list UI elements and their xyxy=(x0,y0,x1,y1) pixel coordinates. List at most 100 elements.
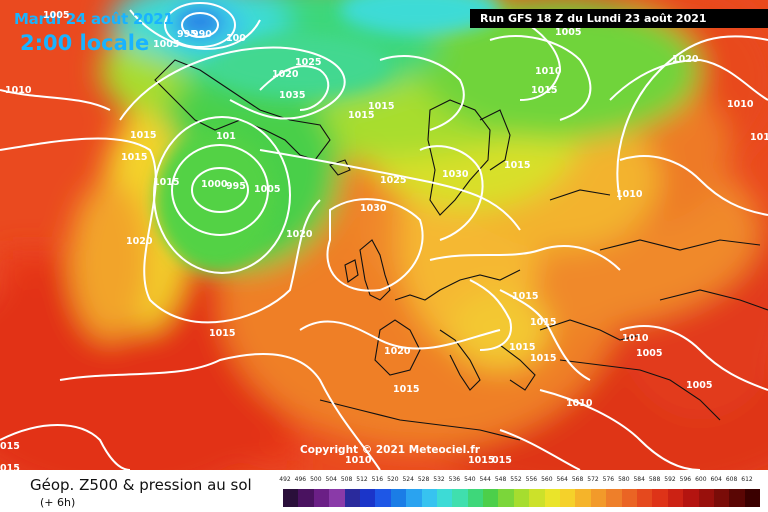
legend-tick: 544 xyxy=(479,476,491,483)
isobar-label: 1015 xyxy=(209,328,236,339)
isobars xyxy=(0,2,768,470)
legend-tick: 520 xyxy=(387,476,399,483)
isobar-label: 1015 xyxy=(512,291,539,302)
isobar-label: 1010 xyxy=(622,333,649,344)
legend-tick: 572 xyxy=(587,476,599,483)
legend-swatch xyxy=(390,489,407,507)
legend-swatch xyxy=(421,489,437,507)
isobar-label: 1015 xyxy=(368,101,395,112)
legend-tick: 612 xyxy=(741,476,753,483)
isobar-label: 1015 xyxy=(121,152,148,163)
isobar-label: 1010 xyxy=(345,455,372,466)
isobar-label: 995 xyxy=(177,29,197,40)
legend-tick: 584 xyxy=(633,476,645,483)
forecast-hour: 2:00 locale xyxy=(20,31,150,55)
isobar-label: 1005 xyxy=(555,27,582,38)
legend-tick: 556 xyxy=(525,476,538,483)
legend-tick: 508 xyxy=(340,476,353,483)
legend-tick: 604 xyxy=(710,476,722,483)
isobar-label: 1015 xyxy=(393,384,420,395)
legend-swatch xyxy=(359,489,376,507)
isobar-label: 1020 xyxy=(126,236,153,247)
isobar-label: 1015 xyxy=(530,317,557,328)
legend-swatches xyxy=(283,489,761,507)
legend-tick: 512 xyxy=(356,476,368,483)
legend-swatch xyxy=(636,489,653,507)
legend-title: Géop. Z500 & pression au sol xyxy=(30,476,252,494)
legend-swatch xyxy=(744,489,761,507)
run-info: Run GFS 18 Z du Lundi 23 août 2021 xyxy=(470,9,768,28)
legend-swatch xyxy=(667,489,684,507)
legend-tick: 600 xyxy=(695,476,707,483)
legend-swatch xyxy=(683,489,699,507)
legend-tick: 580 xyxy=(618,476,630,483)
legend-tick: 524 xyxy=(402,476,414,483)
legend-swatch xyxy=(560,489,576,507)
legend-swatch xyxy=(513,489,530,507)
legend-swatch xyxy=(313,489,330,507)
isobar-label: 1035 xyxy=(279,90,306,101)
geopotential-map xyxy=(0,0,768,470)
legend-swatch xyxy=(436,489,453,507)
legend-tick: 516 xyxy=(371,476,384,483)
legend-tick: 504 xyxy=(325,476,337,483)
legend-swatch xyxy=(329,489,345,507)
isobar-label: 990 xyxy=(192,29,212,40)
legend-tick: 588 xyxy=(648,476,661,483)
legend-tick: 532 xyxy=(433,476,445,483)
isobar-label: 1005 xyxy=(153,39,180,50)
legend-swatch xyxy=(652,489,668,507)
isobar-label: 1015 xyxy=(130,130,157,141)
isobar-label: 100 xyxy=(226,33,246,44)
forecast-date: Mardi 24 août 2021 xyxy=(14,10,174,28)
isobar-label: 1005 xyxy=(686,380,713,391)
legend-swatch xyxy=(590,489,607,507)
legend-swatch xyxy=(344,489,360,507)
isobar-label: 1010 xyxy=(727,99,754,110)
legend-swatch xyxy=(606,489,622,507)
isobar-label: 1010 xyxy=(566,398,593,409)
isobar-label: 1010 xyxy=(535,66,562,77)
isobar-label: 1025 xyxy=(380,175,407,186)
legend-tick: 552 xyxy=(510,476,522,483)
legend-tick: 576 xyxy=(602,476,615,483)
isobar-label: 1025 xyxy=(295,57,322,68)
legend-swatch xyxy=(621,489,637,507)
legend-swatch xyxy=(575,489,591,507)
isobar-label: 1020 xyxy=(272,69,299,80)
legend-tick: 548 xyxy=(494,476,507,483)
isobar-label: 1015 xyxy=(531,85,558,96)
isobar-label: 1005 xyxy=(254,184,281,195)
legend-tick: 496 xyxy=(294,476,307,483)
isobar-label: 1015 xyxy=(468,455,495,466)
legend-swatch xyxy=(729,489,745,507)
isobar-label: 1020 xyxy=(384,346,411,357)
legend-swatch xyxy=(713,489,730,507)
legend-swatch xyxy=(406,489,422,507)
isobar-label: 1030 xyxy=(442,169,469,180)
isobar-label: 1015 xyxy=(509,342,536,353)
isobar-label: 1010 xyxy=(5,85,32,96)
legend-tick: 536 xyxy=(448,476,461,483)
legend-swatch xyxy=(283,489,299,507)
legend-tick: 492 xyxy=(279,476,291,483)
legend-swatch xyxy=(529,489,545,507)
legend-tick: 592 xyxy=(664,476,676,483)
copyright: Copyright © 2021 Meteociel.fr xyxy=(300,444,480,456)
isobar-label: 015 xyxy=(0,441,20,452)
legend-tick: 500 xyxy=(310,476,322,483)
legend-swatch xyxy=(498,489,514,507)
isobar-label: 015 xyxy=(492,455,512,466)
isobar-label: 1020 xyxy=(286,229,313,240)
isobar-label: 1005 xyxy=(636,348,663,359)
legend: Géop. Z500 & pression au sol (+ 6h) 492 4… xyxy=(0,470,768,512)
legend-swatch xyxy=(483,489,499,507)
legend-tick: 608 xyxy=(725,476,738,483)
isobar-label: 995 xyxy=(226,181,246,192)
isobar-label: 1005 xyxy=(43,10,70,21)
legend-swatch xyxy=(698,489,714,507)
isobar-label: 1010 xyxy=(616,189,643,200)
isobar-label: 1030 xyxy=(360,203,387,214)
isobar-label: 1000 xyxy=(201,179,228,190)
